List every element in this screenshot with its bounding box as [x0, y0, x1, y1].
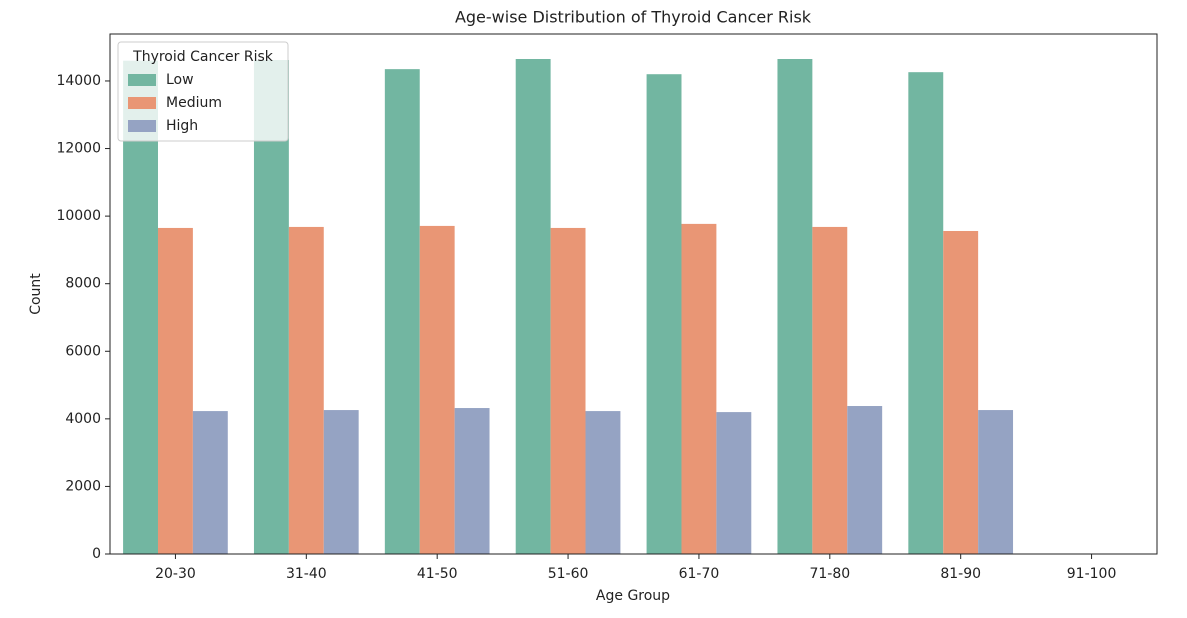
- legend-swatch: [128, 74, 156, 86]
- bar: [550, 227, 586, 554]
- y-tick-label: 10000: [56, 208, 101, 224]
- legend: Thyroid Cancer Risk Low Medium High: [117, 41, 289, 142]
- bar: [777, 59, 813, 555]
- x-tick-label: 61-70: [679, 566, 720, 582]
- bar: [646, 74, 682, 555]
- bar: [716, 412, 752, 554]
- bar: [288, 226, 324, 554]
- x-tick-label: 20-30: [155, 566, 196, 582]
- plot-frame: [109, 33, 1158, 555]
- bar: [812, 226, 848, 554]
- x-tick-label: 41-50: [417, 566, 458, 582]
- x-tick-label: 31-40: [286, 566, 327, 582]
- bar: [908, 72, 944, 554]
- y-tick-label: 8000: [65, 276, 101, 292]
- legend-label: High: [166, 118, 198, 134]
- bar: [847, 406, 883, 554]
- bar: [253, 60, 289, 554]
- bar: [323, 410, 359, 554]
- bar: [515, 59, 551, 555]
- legend-label: Medium: [166, 95, 222, 111]
- y-tick-label: 0: [92, 546, 101, 562]
- x-tick-label: 51-60: [548, 566, 589, 582]
- bar: [943, 230, 979, 555]
- bar: [454, 408, 490, 554]
- bar: [681, 223, 717, 555]
- y-tick-label: 6000: [65, 343, 101, 359]
- y-tick-label: 14000: [56, 73, 101, 89]
- legend-swatch: [128, 120, 156, 132]
- x-axis-label: Age Group: [596, 588, 670, 604]
- chart-title: Age-wise Distribution of Thyroid Cancer …: [455, 8, 812, 27]
- bar: [123, 60, 158, 554]
- legend-box: [117, 41, 289, 142]
- bar: [192, 411, 228, 554]
- bar: [384, 69, 420, 554]
- legend-title: Thyroid Cancer Risk: [132, 49, 274, 65]
- y-tick-label: 2000: [65, 478, 101, 494]
- x-tick-label: 71-80: [809, 566, 850, 582]
- x-tick-label: 91-100: [1067, 566, 1117, 582]
- bar: [585, 411, 621, 554]
- y-tick-label: 4000: [65, 411, 101, 427]
- bar: [157, 227, 193, 554]
- bar: [978, 410, 1014, 554]
- y-axis-label: Count: [28, 273, 44, 315]
- y-tick-label: 12000: [56, 141, 101, 157]
- bar: [419, 225, 455, 555]
- legend-label: Low: [166, 72, 194, 88]
- legend-swatch: [128, 97, 156, 109]
- x-tick-label: 81-90: [940, 566, 981, 582]
